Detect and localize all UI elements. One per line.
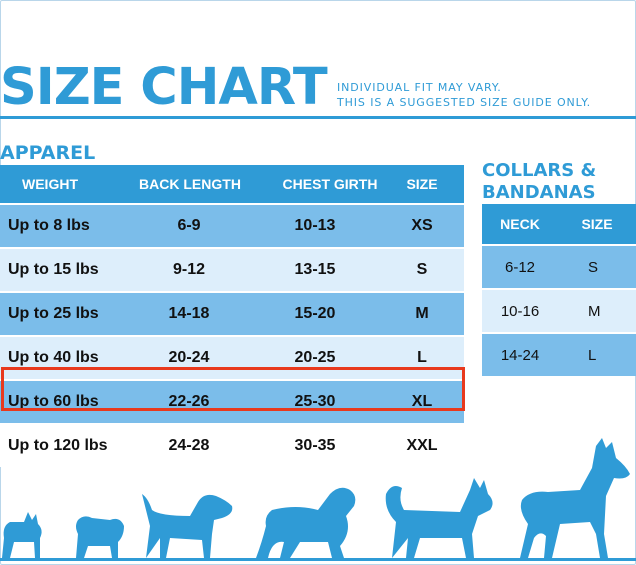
table-row: Up to 25 lbs 14-18 15-20 M [0, 291, 464, 335]
header-back-length: BACK LENGTH [139, 176, 241, 192]
table-row: 6-12 S [482, 244, 636, 288]
terrier-silhouette-icon [142, 494, 233, 558]
size-cell: XS [411, 217, 433, 234]
chest-girth-cell: 13-15 [294, 261, 336, 278]
collar-size-cell: M [588, 302, 601, 320]
neck-cell: 6-12 [504, 258, 536, 276]
apparel-section-title: APPAREL [0, 142, 96, 164]
title-divider [0, 116, 636, 119]
disclaimer: INDIVIDUAL FIT MAY VARY. THIS IS A SUGGE… [337, 80, 591, 110]
chest-girth-cell: 30-35 [294, 437, 336, 454]
collars-table: NECK SIZE 6-12 S 10-16 M 14-24 L [482, 204, 636, 376]
weight-cell: Up to 60 lbs [8, 393, 99, 410]
page-title: SIZE CHART [0, 58, 328, 117]
neck-cell: 10-16 [500, 302, 540, 320]
collar-size-cell: S [588, 258, 599, 276]
size-cell: M [415, 305, 429, 322]
chest-girth-cell: 15-20 [294, 305, 336, 322]
weight-cell: Up to 40 lbs [8, 349, 99, 366]
collars-title-line-2: BANDANAS [482, 182, 596, 203]
chest-girth-cell: 25-30 [294, 393, 336, 410]
table-row: Up to 120 lbs 24-28 30-35 XXL [0, 423, 464, 467]
table-row: Up to 15 lbs 9-12 13-15 S [0, 247, 464, 291]
back-length-cell: 14-18 [168, 305, 210, 322]
weight-cell: Up to 25 lbs [8, 305, 99, 322]
chihuahua-silhouette-icon [2, 512, 42, 558]
header-chest-girth: CHEST GIRTH [282, 176, 378, 192]
table-row: Up to 8 lbs 6-9 10-13 XS [0, 203, 464, 247]
size-cell: S [416, 261, 428, 278]
collars-title-line-1: COLLARS & [482, 160, 597, 181]
header-neck: NECK [500, 216, 540, 232]
back-length-cell: 6-9 [177, 217, 201, 234]
weight-cell: Up to 120 lbs [8, 437, 108, 454]
header-weight: WEIGHT [22, 176, 78, 192]
pug-silhouette-icon [76, 516, 124, 558]
great-dane-silhouette-icon [520, 438, 630, 558]
collars-section-title: COLLARS & BANDANAS [482, 160, 596, 204]
weight-cell: Up to 15 lbs [8, 261, 99, 278]
dog-silhouettes [0, 438, 636, 561]
chest-girth-cell: 10-13 [294, 217, 336, 234]
apparel-table: WEIGHT BACK LENGTH CHEST GIRTH SIZE Up t… [0, 165, 464, 467]
table-row: 14-24 L [482, 332, 636, 376]
header-size: SIZE [406, 176, 438, 192]
table-row-highlighted: Up to 60 lbs 22-26 25-30 XL [0, 379, 464, 423]
apparel-header-row: WEIGHT BACK LENGTH CHEST GIRTH SIZE [0, 165, 464, 203]
collar-size-cell: L [588, 346, 597, 364]
header-collar-size: SIZE [581, 216, 613, 232]
back-length-cell: 20-24 [168, 349, 210, 366]
size-cell: XXL [406, 437, 438, 454]
ground-line [0, 558, 636, 561]
weight-cell: Up to 8 lbs [8, 217, 90, 234]
collars-header-row: NECK SIZE [482, 204, 636, 244]
back-length-cell: 9-12 [172, 261, 206, 278]
size-cell: L [417, 349, 427, 366]
back-length-cell: 24-28 [168, 437, 210, 454]
size-cell: XL [411, 393, 433, 410]
neck-cell: 14-24 [500, 346, 540, 364]
chest-girth-cell: 20-25 [294, 349, 336, 366]
table-row: Up to 40 lbs 20-24 20-25 L [0, 335, 464, 379]
disclaimer-line-2: THIS IS A SUGGESTED SIZE GUIDE ONLY. [337, 96, 591, 109]
husky-silhouette-icon [385, 478, 493, 558]
disclaimer-line-1: INDIVIDUAL FIT MAY VARY. [337, 81, 502, 94]
back-length-cell: 22-26 [168, 393, 210, 410]
table-row: 10-16 M [482, 288, 636, 332]
spaniel-silhouette-icon [256, 487, 356, 558]
